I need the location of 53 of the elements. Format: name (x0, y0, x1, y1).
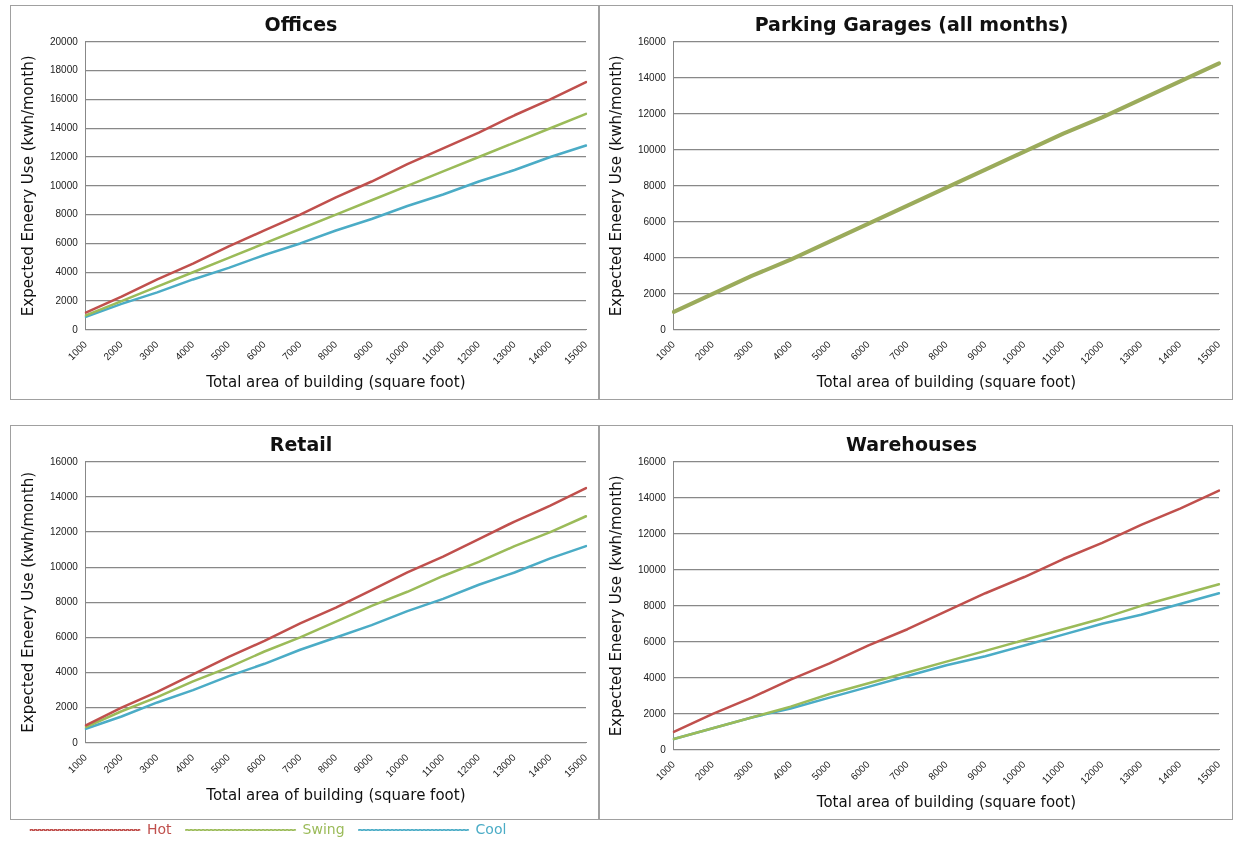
y-axis-title: Expected Eneery Use (kwh/month) (18, 471, 37, 733)
y-tick-label: 8000 (55, 208, 79, 220)
y-tick-label: 2000 (643, 287, 667, 299)
y-tick-label: 2000 (55, 701, 79, 713)
y-tick-label: 2000 (55, 294, 79, 306)
text: Cool (475, 820, 507, 837)
y-tick-label: 6000 (643, 215, 667, 227)
y-tick-label: 10000 (50, 179, 79, 191)
y-tick-label: 14000 (50, 490, 79, 502)
text: Hot (147, 820, 173, 837)
y-tick-label: 2000 (643, 707, 667, 719)
y-tick-label: 8000 (55, 596, 79, 608)
y-tick-label: 4000 (55, 265, 79, 277)
x-axis-title: Total area of building (square foot) (205, 785, 466, 804)
text: Swing (302, 820, 345, 837)
y-tick-label: 20000 (50, 35, 79, 47)
y-tick-label: 18000 (50, 64, 79, 76)
y-tick-label: 10000 (638, 563, 667, 575)
x-axis-title: Total area of building (square foot) (205, 372, 466, 391)
y-tick-label: 4000 (643, 251, 667, 263)
y-tick-label: 0 (72, 736, 79, 748)
y-tick-label: 14000 (638, 71, 667, 83)
y-tick-label: 0 (660, 743, 667, 755)
y-axis-title: Expected Eneery Use (kwh/month) (606, 55, 625, 317)
x-axis-title: Total area of building (square foot) (815, 372, 1076, 391)
y-tick-label: 14000 (50, 121, 79, 133)
chart-title: Retail (269, 433, 333, 456)
y-tick-label: 6000 (643, 635, 667, 647)
y-tick-label: 4000 (55, 666, 79, 678)
chart-title: Parking Garages (all months) (754, 13, 1069, 36)
y-tick-label: 16000 (638, 35, 667, 47)
chart-title: Warehouses (846, 433, 977, 456)
x-axis-title: Total area of building (square foot) (815, 792, 1076, 811)
y-tick-label: 6000 (55, 237, 79, 249)
y-tick-label: 8000 (643, 599, 667, 611)
y-tick-label: 16000 (50, 93, 79, 105)
y-tick-label: 16000 (50, 455, 79, 467)
y-axis-title: Expected Eneery Use (kwh/month) (606, 475, 625, 737)
chart-title: Offices (264, 13, 338, 36)
y-tick-label: 4000 (643, 671, 667, 683)
y-tick-label: 12000 (638, 107, 667, 119)
y-tick-label: 0 (660, 323, 667, 335)
y-tick-label: 10000 (638, 143, 667, 155)
y-tick-label: 8000 (643, 179, 667, 191)
y-tick-label: 12000 (638, 527, 667, 539)
y-tick-label: 14000 (638, 491, 667, 503)
y-tick-label: 0 (72, 323, 79, 335)
y-axis-title: Expected Eneery Use (kwh/month) (18, 55, 37, 317)
y-tick-label: 12000 (50, 525, 79, 537)
y-tick-label: 16000 (638, 455, 667, 467)
y-tick-label: 12000 (50, 150, 79, 162)
y-tick-label: 10000 (50, 560, 79, 572)
y-tick-label: 6000 (55, 631, 79, 643)
